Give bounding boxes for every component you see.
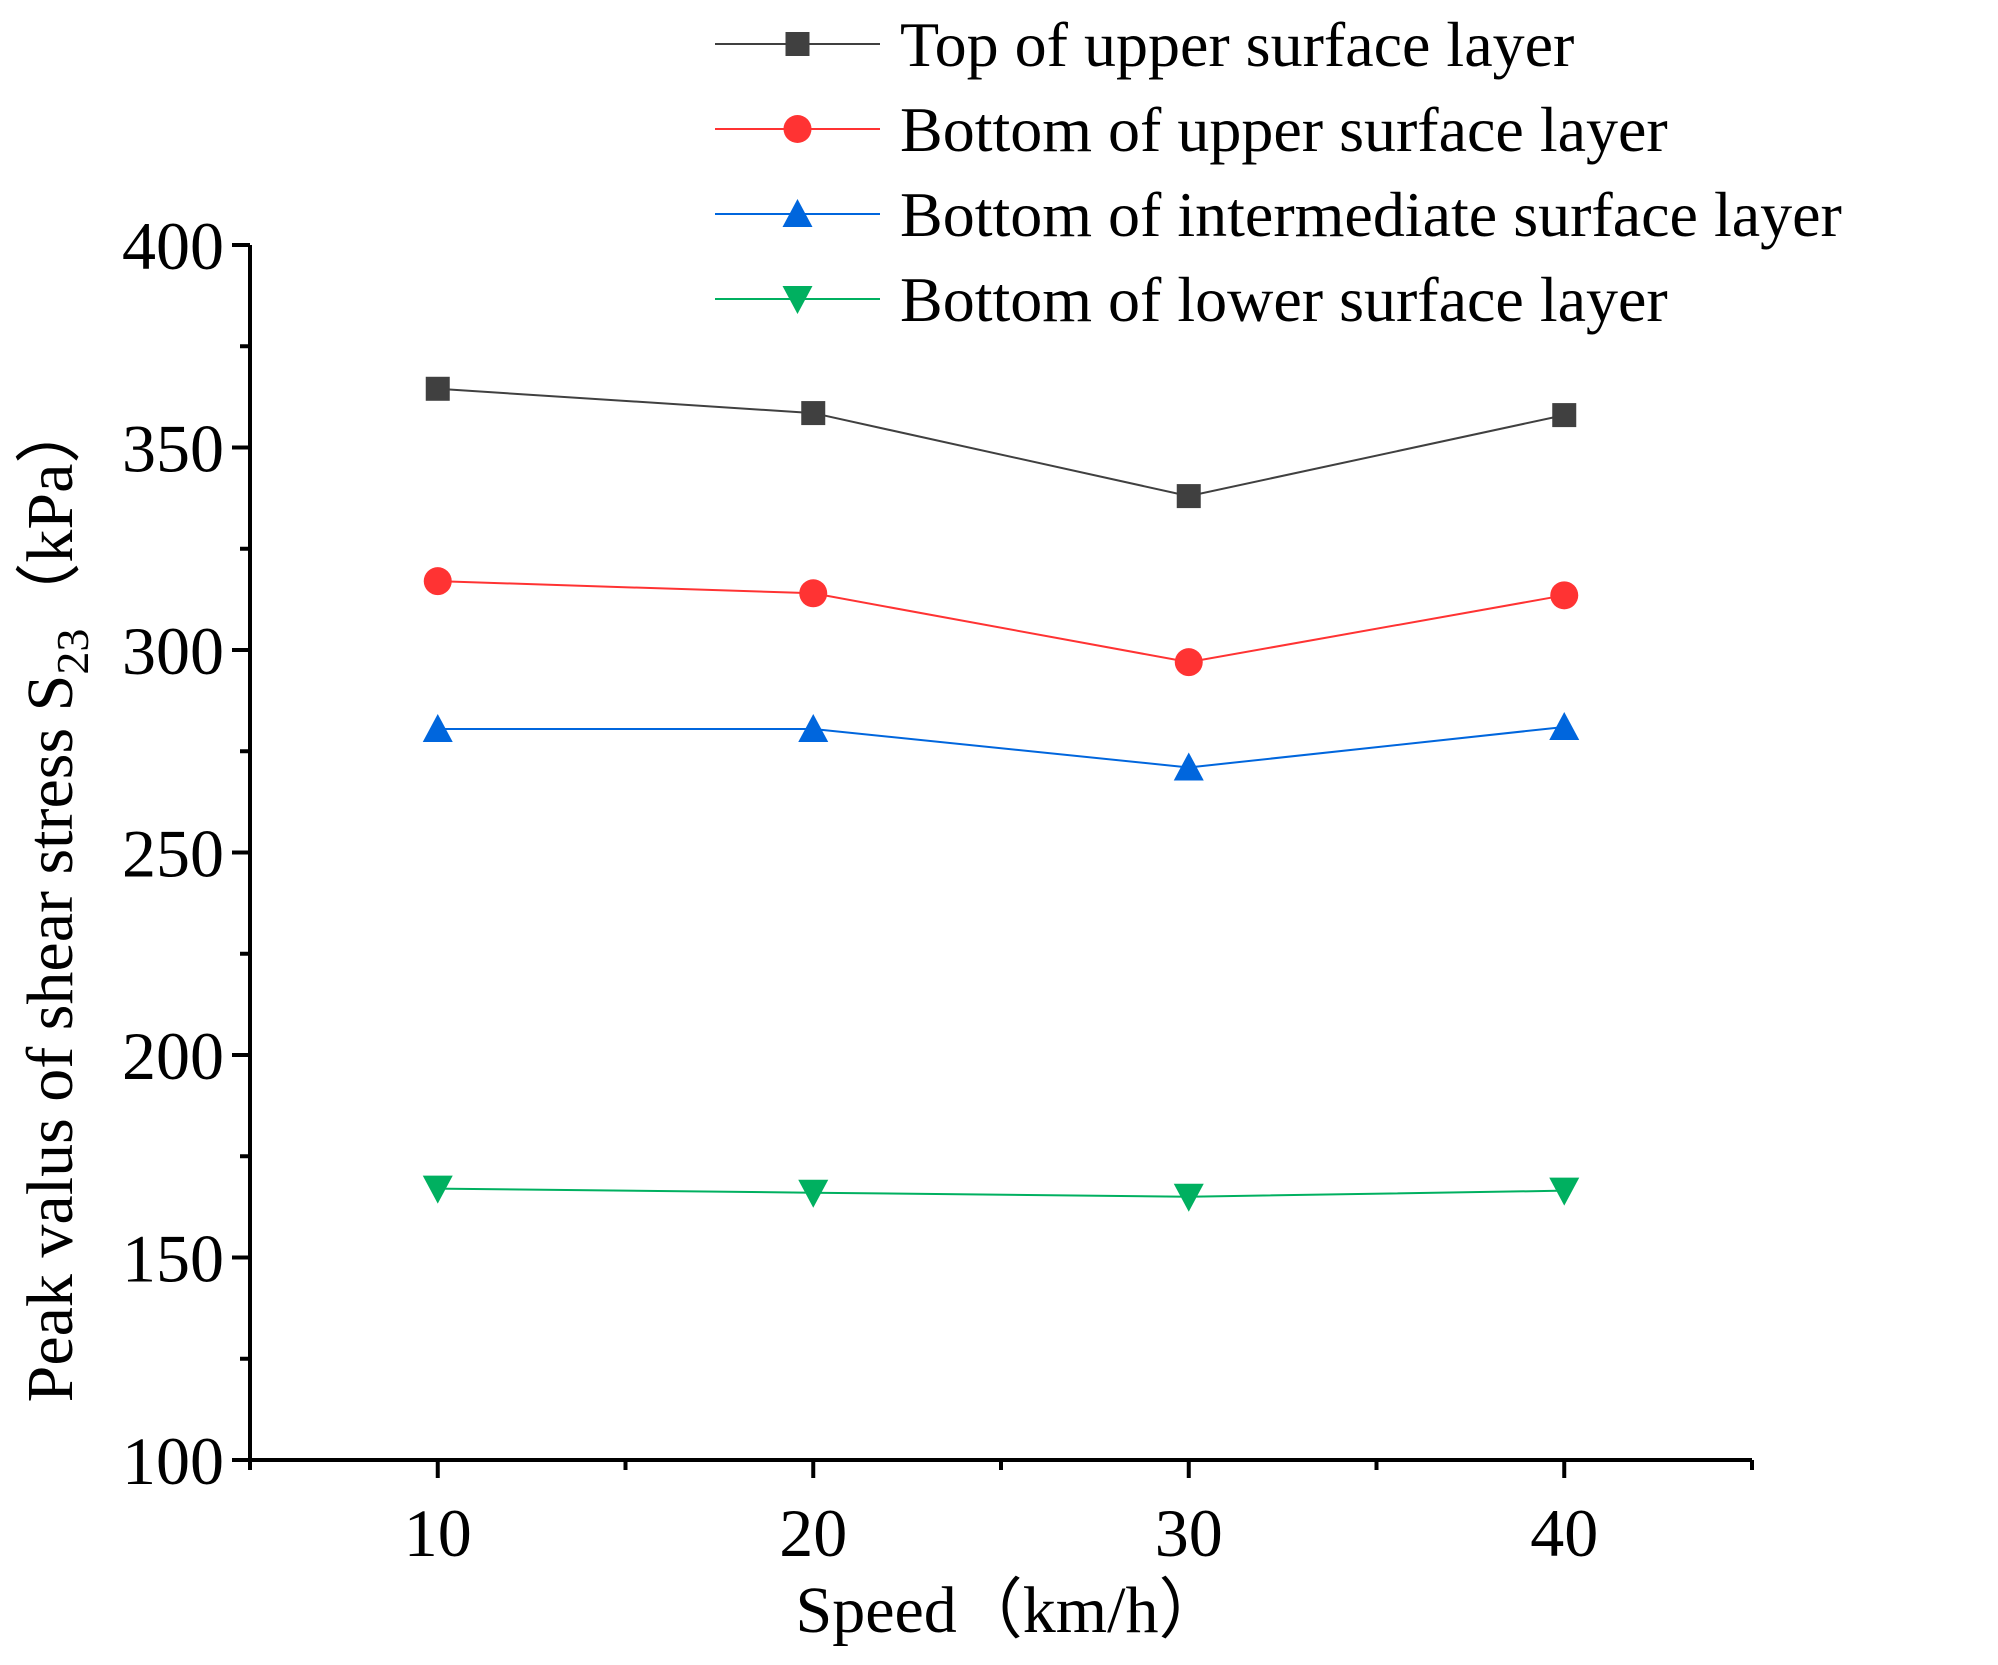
legend-marker bbox=[785, 32, 810, 56]
data-point-series-2 bbox=[423, 567, 452, 596]
y-tick-label: 300 bbox=[122, 613, 224, 689]
y-tick-label: 150 bbox=[122, 1221, 224, 1297]
legend-marker bbox=[782, 286, 813, 314]
axes: 100 150 200 250 300 350 400 10 20 30 40 bbox=[122, 208, 1754, 1571]
axis-titles: Speed（km/h） Peak valus of shear stress S… bbox=[14, 398, 1224, 1647]
data-point-series-3 bbox=[1173, 752, 1204, 781]
x-tick-label: 10 bbox=[404, 1495, 472, 1571]
legend-label: Bottom of intermediate surface layer bbox=[900, 179, 1842, 250]
data-point-series-3 bbox=[422, 713, 453, 742]
data-point-series-1 bbox=[1176, 484, 1201, 509]
y-tick-label: 400 bbox=[122, 208, 224, 284]
legend-label: Bottom of upper surface layer bbox=[900, 94, 1668, 165]
legend-marker bbox=[782, 199, 813, 227]
series-line-3 bbox=[437, 725, 1565, 769]
x-axis-title: Speed（km/h） bbox=[796, 1574, 1225, 1647]
data-point-series-4 bbox=[798, 1179, 829, 1208]
y-tick-label: 100 bbox=[122, 1423, 224, 1499]
legend-label: Bottom of lower surface layer bbox=[900, 264, 1668, 335]
data-point-series-4 bbox=[1173, 1183, 1204, 1212]
data-point-series-2 bbox=[1174, 648, 1203, 677]
data-point-series-4 bbox=[422, 1175, 453, 1204]
data-point-series-3 bbox=[798, 713, 829, 742]
data-point-series-2 bbox=[799, 579, 828, 608]
series-line-4 bbox=[437, 1187, 1565, 1198]
data-point-series-1 bbox=[801, 401, 826, 426]
series-line-2 bbox=[437, 580, 1565, 664]
legend-marker bbox=[783, 115, 812, 143]
legend-label: Top of upper surface layer bbox=[900, 9, 1574, 80]
y-axis-title-main: Peak valus of shear stress S bbox=[14, 675, 87, 1403]
y-axis-title: Peak valus of shear stress S23（kPa） bbox=[14, 398, 98, 1403]
y-axis-title-subscript: 23 bbox=[47, 629, 98, 675]
x-tick-label: 40 bbox=[1530, 1495, 1598, 1571]
data-point-series-1 bbox=[425, 376, 450, 401]
legend: Top of upper surface layer Bottom of uppe… bbox=[715, 9, 1842, 335]
x-tick-label: 20 bbox=[779, 1495, 847, 1571]
plot-area bbox=[422, 376, 1580, 1212]
y-tick-label: 200 bbox=[122, 1018, 224, 1094]
data-point-series-3 bbox=[1549, 711, 1580, 740]
series-line-1 bbox=[437, 387, 1565, 498]
y-tick-label: 350 bbox=[122, 411, 224, 487]
data-point-series-2 bbox=[1550, 581, 1579, 610]
data-point-series-4 bbox=[1549, 1177, 1580, 1206]
y-axis-title-unit: （kPa） bbox=[14, 398, 87, 629]
y-tick-label: 250 bbox=[122, 816, 224, 892]
data-point-series-1 bbox=[1552, 403, 1577, 428]
x-tick-label: 30 bbox=[1155, 1495, 1223, 1571]
